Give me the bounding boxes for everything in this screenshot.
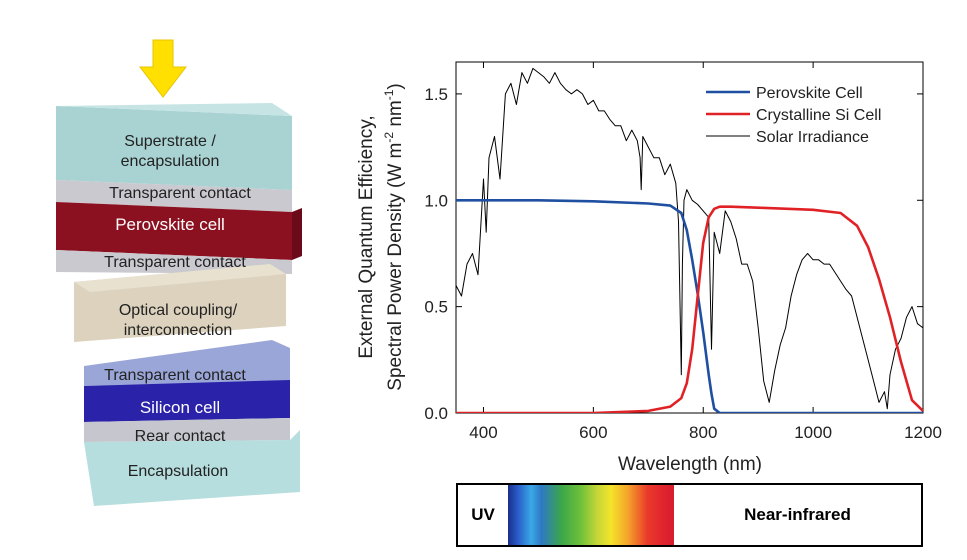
eqe-irradiance-chart: 400 600 800 1000 1200 0.0 0.5 1.0 1.5 Perovskite…: [356, 61, 942, 475]
layer-stack-diagram: [56, 39, 302, 506]
layer-superstrate-shape: [56, 103, 292, 190]
layer-silicon-label: Silicon cell: [139, 398, 221, 417]
layer-tc3-shape: [84, 340, 290, 386]
uv-label: UV: [471, 505, 495, 524]
legend-label: Crystalline Si Cell: [756, 107, 881, 124]
x-tick-label: 800: [689, 423, 717, 442]
layer-tc1-label: Transparent contact: [109, 185, 251, 202]
legend-label: Perovskite Cell: [756, 85, 863, 102]
x-axis-label: Wavelength (nm): [618, 454, 762, 475]
layer-superstrate-label: Superstrate / encapsulation: [120, 133, 220, 170]
x-tick-label: 1000: [794, 423, 832, 442]
y-tick-label: 0.0: [424, 404, 448, 423]
series-line-crystalline-si-cell: [456, 205, 923, 413]
layer-tc2-label: Transparent contact: [104, 254, 246, 271]
y-axis-label-line2: Spectral Power Density (W m-2 nm-1): [382, 83, 406, 390]
x-tick-label: 600: [579, 423, 607, 442]
layer-rear-label: Rear contact: [134, 428, 226, 445]
visible-gradient: [508, 485, 674, 545]
x-tick-label: 400: [469, 423, 497, 442]
y-axis-label-line1: External Quantum Efficiency,: [356, 115, 377, 358]
plot-frame: [455, 61, 924, 414]
series-line-solar-irradiance: [456, 67, 923, 410]
layer-perovskite-label: Perovskite cell: [115, 215, 225, 234]
legend-label: Solar Irradiance: [756, 129, 869, 146]
layer-tc1-shape: [56, 180, 292, 212]
layer-rear-shape: [84, 418, 290, 442]
y-tick-label: 1.0: [424, 191, 448, 210]
near-infrared-label: Near-infrared: [744, 505, 851, 524]
layer-perovskite-shape: [56, 202, 292, 260]
layer-encapsulation-label: Encapsulation: [127, 463, 229, 480]
x-tick-label: 1200: [904, 423, 942, 442]
spectrum-bar: UV Near-infrared: [456, 483, 923, 547]
layer-optical-label: Optical coupling/ interconnection: [118, 302, 238, 339]
y-tick-label: 1.5: [424, 85, 448, 104]
y-tick-label: 0.5: [424, 298, 448, 317]
layer-tc3-label: Transparent contact: [104, 367, 246, 384]
layer-encapsulation-shape: [84, 430, 300, 506]
sunlight-arrow-icon: [138, 39, 188, 98]
layer-silicon-shape: [84, 380, 290, 422]
series-line-perovskite-cell: [456, 199, 923, 413]
